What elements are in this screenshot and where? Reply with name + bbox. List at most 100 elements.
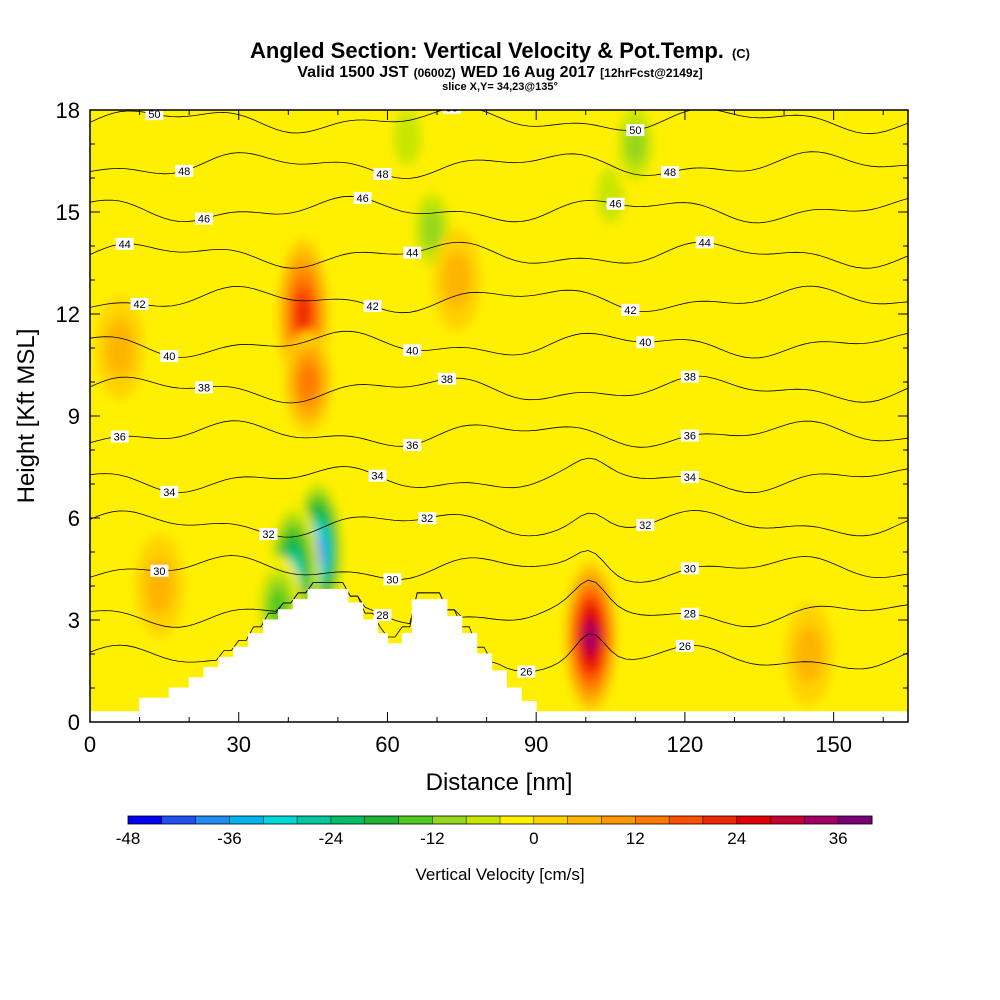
theta-contour-label: 42 [621, 303, 640, 317]
contour-label-bg [695, 236, 714, 249]
x-axis-label: Distance [nm] [426, 769, 573, 796]
contour-label-text: 30 [684, 563, 696, 575]
theta-contour-label: 42 [130, 297, 149, 311]
colorbar-tick-label: -24 [319, 829, 344, 848]
theta-contour-label: 30 [680, 562, 699, 575]
colorbar-swatch [770, 816, 805, 824]
theta-contour-label: 46 [606, 197, 625, 211]
x-tick-label: 150 [815, 732, 852, 757]
theta-contour-label: 44 [403, 246, 422, 260]
colorbar-swatch [297, 816, 332, 824]
contour-label-text: 26 [679, 641, 691, 653]
theta-contour [90, 195, 908, 224]
contour-label-text: 42 [366, 301, 378, 313]
contour-label-text: 50 [446, 103, 458, 115]
contour-label-bg [636, 518, 655, 531]
contour-label-text: 28 [684, 609, 696, 621]
x-axis: 0 30 60 90 120 150 [84, 110, 884, 757]
contour-label-bg [150, 564, 169, 577]
slice-label: slice X,Y= 34,23@135° [442, 81, 558, 93]
contour-label-text: 48 [178, 166, 190, 178]
colorbar-swatch [635, 816, 670, 824]
colorbar-tick-label: 36 [829, 829, 848, 848]
velocity-cell [295, 296, 311, 332]
contour-label-text: 36 [406, 440, 418, 452]
theta-contours [90, 110, 908, 673]
colorbar-tick-label: 12 [626, 829, 645, 848]
colorbar-swatch [601, 816, 636, 824]
contour-label-bg [675, 639, 694, 652]
theta-contour-label: 30 [383, 573, 402, 586]
contour-label-text: 52 [704, 66, 716, 78]
colorbar-tick-label: -48 [116, 829, 141, 848]
theta-contour [90, 241, 908, 269]
theta-contour-label: 48 [661, 166, 680, 179]
contour-label-text: 42 [133, 299, 145, 311]
theta-contour-label: 48 [175, 164, 194, 178]
theta-contour [90, 510, 908, 538]
theta-contour-label: 32 [636, 518, 655, 532]
velocity-cell [794, 625, 823, 683]
theta-contour-label: 48 [373, 167, 392, 181]
theta-contour-label: 32 [418, 512, 437, 525]
contour-label-text: 48 [664, 167, 676, 179]
contour-label-text: 46 [609, 199, 621, 211]
y-tick-label: 6 [68, 506, 80, 531]
theta-contour-labels: 26 26 28 28 30 30 30 32 32 32 34 34 34 36 36 36 38 38 38 40… [110, 65, 719, 679]
chart-title: Angled Section: Vertical Velocity & Pot.… [250, 38, 750, 63]
contour-label-bg [373, 608, 392, 621]
contour-label-text: 50 [148, 109, 160, 121]
x-tick-label: 90 [524, 732, 548, 757]
contour-label-bg [110, 430, 129, 443]
contour-label-bg [115, 237, 134, 250]
y-tick-label: 0 [68, 710, 80, 735]
contour-label-bg [418, 512, 437, 525]
y-tick-label: 18 [56, 98, 80, 123]
terrain [90, 588, 908, 722]
theta-contour [90, 375, 908, 404]
y-tick-label: 3 [68, 608, 80, 633]
x-tick-label: 120 [667, 732, 704, 757]
theta-contour-label: 38 [437, 372, 456, 386]
contour-label-text: 30 [386, 574, 398, 586]
theta-contour-label: 38 [680, 370, 699, 384]
contour-label-text: 40 [406, 345, 418, 357]
theta-contour-label: 50 [442, 103, 461, 115]
contour-label-bg [403, 439, 422, 452]
contour-label-bg [701, 65, 719, 77]
theta-contour [90, 582, 908, 673]
colorbar-swatch [195, 816, 230, 824]
contour-label-text: 38 [198, 382, 210, 394]
theta-contour-label: 50 [626, 124, 645, 137]
colorbar-swatch [263, 816, 298, 824]
colorbar-swatch [736, 816, 772, 824]
contour-label-text: 32 [421, 513, 433, 525]
theta-contour-label: 38 [195, 381, 214, 394]
colorbar-swatch [567, 816, 602, 824]
contour-label-bg [353, 191, 372, 204]
contour-label-text: 46 [198, 214, 210, 226]
colorbar-swatch [838, 816, 873, 824]
contour-label-bg [680, 470, 699, 483]
y-tick-label: 9 [68, 404, 80, 429]
contour-label-bg [259, 528, 278, 541]
plot-area: 26 26 28 28 30 30 30 32 32 32 34 34 34 36 36 36 38 38 38 40… [90, 65, 908, 722]
contour-label-bg [195, 212, 214, 225]
theta-contour-label: 34 [160, 485, 179, 499]
colorbar-swatch [432, 816, 467, 824]
velocity-cell [299, 364, 318, 400]
contour-label-text: 32 [262, 529, 274, 541]
colorbar-swatch [229, 816, 264, 824]
theta-contour-label: 36 [110, 430, 129, 443]
velocity-cell [584, 623, 598, 651]
chart-subtitle: Valid 1500 JST (0600Z) WED 16 Aug 2017 [12h… [297, 64, 702, 81]
theta-contour-label: 40 [636, 336, 655, 349]
contour-label-bg [160, 485, 179, 498]
contour-label-bg [606, 197, 625, 210]
theta-contour [90, 285, 908, 314]
theta-contour-label: 52 [701, 65, 719, 78]
colorbar-tick-label: 24 [727, 829, 746, 848]
colorbar-label: Vertical Velocity [cm/s] [415, 865, 584, 884]
theta-contour [90, 579, 908, 628]
